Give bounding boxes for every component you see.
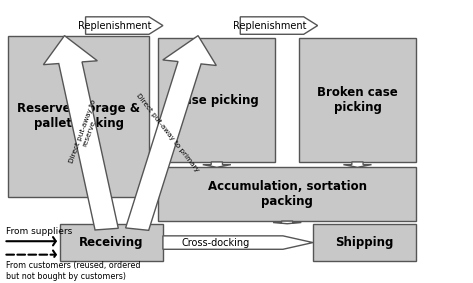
Text: Shipping: Shipping bbox=[335, 236, 394, 249]
Polygon shape bbox=[44, 36, 118, 230]
Text: Case picking: Case picking bbox=[175, 94, 259, 107]
Text: Receiving: Receiving bbox=[79, 236, 144, 249]
FancyBboxPatch shape bbox=[313, 224, 416, 261]
FancyBboxPatch shape bbox=[158, 38, 275, 162]
Polygon shape bbox=[240, 17, 317, 34]
Polygon shape bbox=[86, 17, 163, 34]
FancyBboxPatch shape bbox=[299, 38, 416, 162]
FancyBboxPatch shape bbox=[158, 167, 416, 221]
Text: Accumulation, sortation
packing: Accumulation, sortation packing bbox=[208, 180, 367, 208]
Text: Direct put-away to
reserve: Direct put-away to reserve bbox=[68, 98, 103, 166]
Text: Broken case
picking: Broken case picking bbox=[317, 86, 398, 114]
Polygon shape bbox=[163, 236, 313, 249]
Text: From customers (reused, ordered
but not bought by customers): From customers (reused, ordered but not … bbox=[6, 261, 140, 281]
Text: From suppliers: From suppliers bbox=[6, 227, 72, 236]
Polygon shape bbox=[343, 162, 371, 167]
Text: Cross-docking: Cross-docking bbox=[181, 237, 250, 248]
Polygon shape bbox=[126, 36, 216, 230]
Text: Replenishment: Replenishment bbox=[233, 21, 307, 31]
FancyBboxPatch shape bbox=[60, 224, 163, 261]
Text: Replenishment: Replenishment bbox=[78, 21, 152, 31]
Text: Direct put-away to primary: Direct put-away to primary bbox=[135, 92, 200, 173]
Polygon shape bbox=[203, 162, 231, 167]
Polygon shape bbox=[273, 221, 301, 224]
FancyBboxPatch shape bbox=[8, 36, 149, 197]
Text: Reserve storage &
pallet picking: Reserve storage & pallet picking bbox=[17, 102, 140, 130]
